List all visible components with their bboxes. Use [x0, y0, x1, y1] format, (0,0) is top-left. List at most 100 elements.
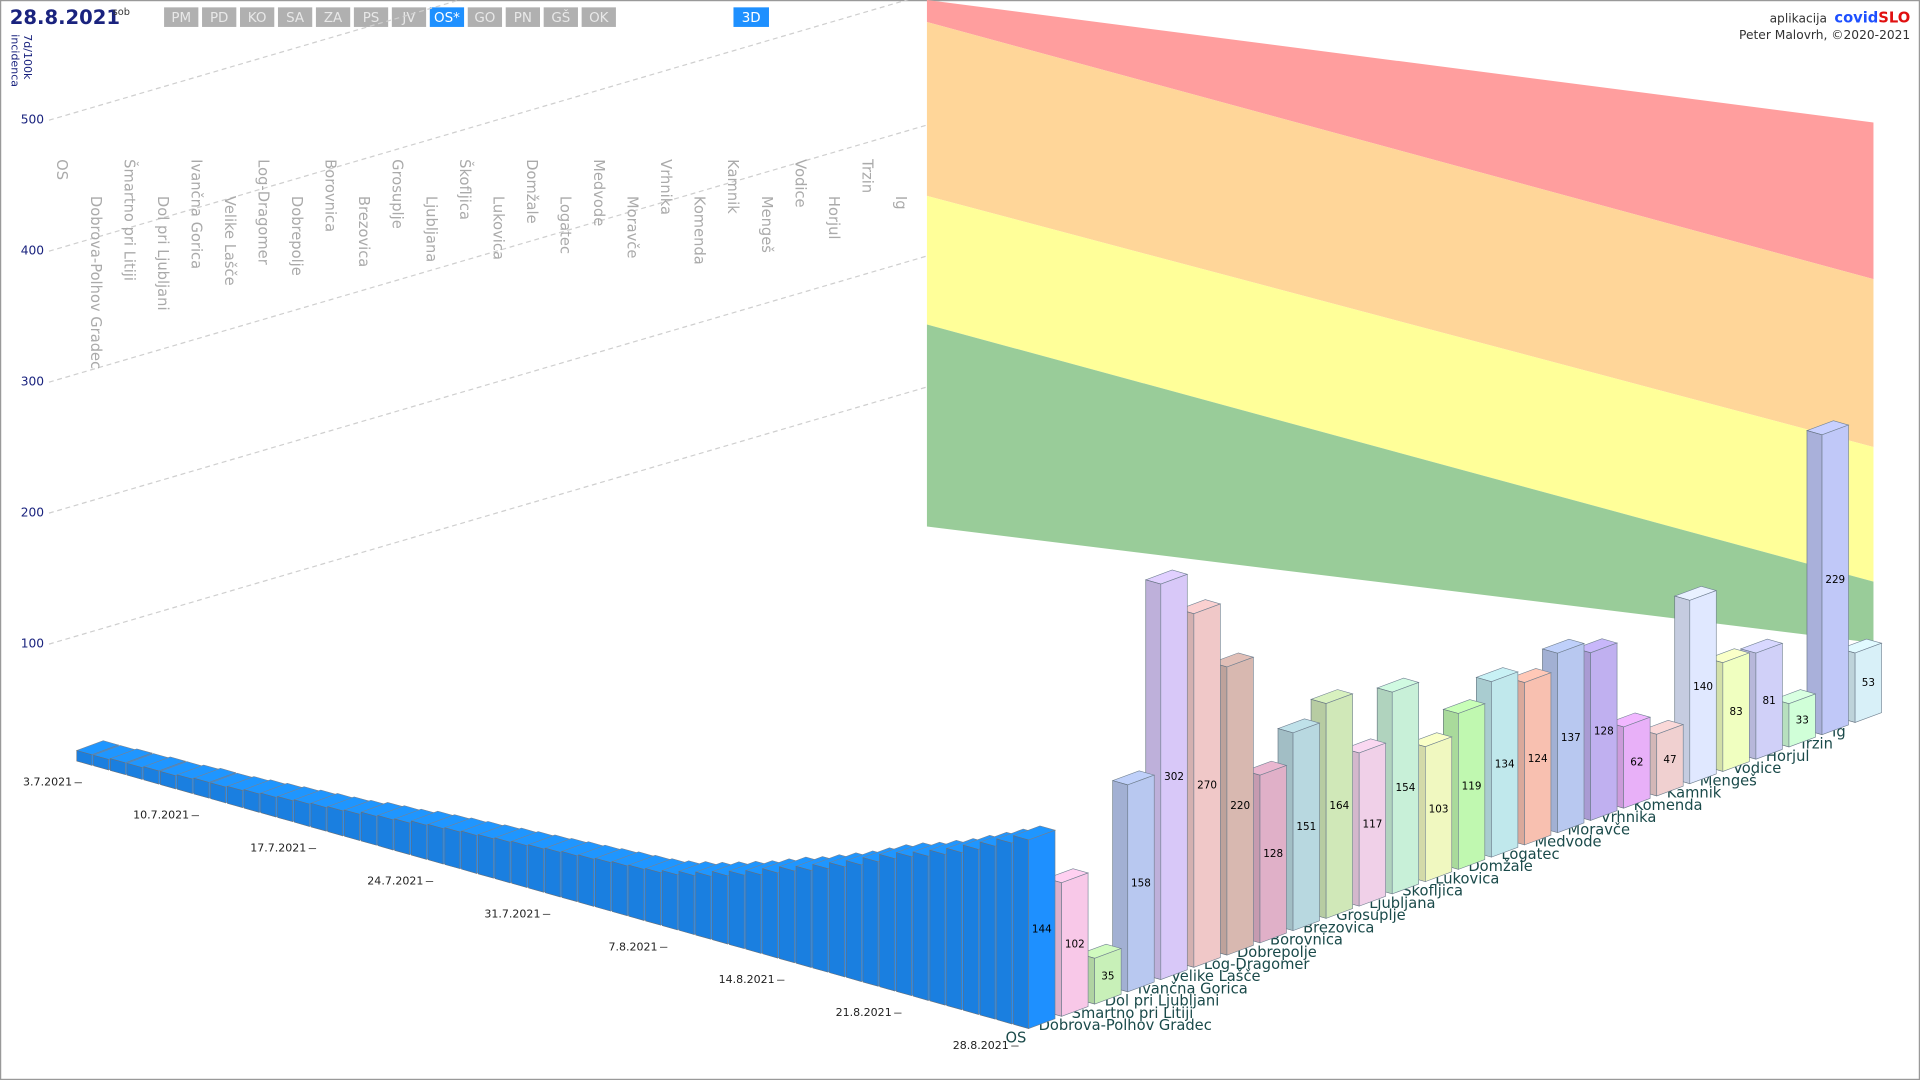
wall-label: Logatec	[556, 196, 573, 254]
bar-side	[494, 837, 511, 884]
bar-side	[561, 851, 578, 902]
y-tick-label: 300	[21, 375, 44, 389]
tab-bg	[429, 7, 465, 27]
category-label: Grosuplje	[1336, 907, 1406, 924]
bar-side	[394, 818, 411, 855]
band-orange	[926, 22, 1874, 447]
bar-side	[946, 847, 963, 1011]
bar-front	[1854, 642, 1882, 723]
wall-label: Horjul	[825, 196, 842, 240]
bar-side	[845, 860, 862, 982]
wall-label: Velike Lašče	[221, 196, 238, 286]
wall-label: Domžale	[523, 159, 540, 223]
category-label: Vodice	[1733, 760, 1781, 777]
bar-front	[1061, 872, 1089, 1017]
weekday: sob	[113, 7, 130, 18]
tab[interactable]: ZA	[315, 7, 351, 27]
bar-side	[645, 868, 661, 926]
y-tick-label: 400	[21, 244, 44, 258]
bar-side	[310, 802, 327, 832]
tab[interactable]: GŠ	[543, 7, 578, 27]
tab-bg	[505, 7, 540, 27]
bar-side	[344, 809, 360, 841]
tab-bg	[543, 7, 578, 27]
tab[interactable]: JV	[391, 7, 427, 27]
category-label: Borovnica	[1270, 932, 1343, 949]
category-label: Dol pri Ljubljani	[1105, 993, 1220, 1010]
bar-front	[1028, 829, 1056, 1030]
mode-label: 3D	[742, 11, 761, 26]
category-label: Domžale	[1468, 858, 1532, 875]
wall-label: Dobrepolje	[288, 196, 305, 276]
bar-side	[377, 815, 394, 851]
tab[interactable]: OS*	[429, 7, 465, 27]
bar-front	[1656, 724, 1684, 797]
value-label: 154	[1396, 782, 1416, 794]
bar-front	[1458, 703, 1486, 870]
category-label: Kamnik	[1667, 785, 1722, 802]
wall-label: Medvode	[590, 159, 607, 226]
bar-side	[979, 841, 996, 1020]
tab[interactable]: PN	[505, 7, 540, 27]
x-tick-label: 31.7.2021	[484, 907, 540, 920]
wall-label: Log-Dragomer	[255, 159, 272, 266]
wall-label: Grosuplje	[389, 159, 406, 229]
grid-line	[48, 124, 928, 383]
tab-label: JV	[401, 11, 416, 26]
value-label: 128	[1263, 848, 1283, 860]
category-label: Brezovica	[1303, 919, 1374, 936]
category-label: Lukovica	[1435, 870, 1499, 887]
category-label: Moravče	[1568, 821, 1631, 838]
tab[interactable]: KO	[240, 7, 275, 27]
tab[interactable]: PM	[164, 7, 199, 27]
tab[interactable]: GO	[467, 7, 503, 27]
wall-label: Komenda	[691, 196, 708, 265]
tab-label: OK	[589, 11, 610, 26]
wall-label: Škofljica	[456, 159, 474, 220]
tab-bg	[240, 7, 275, 27]
bar-front	[1193, 603, 1221, 968]
value-label: 144	[1032, 923, 1052, 935]
tab[interactable]: SA	[277, 7, 313, 27]
value-label: 119	[1462, 781, 1482, 793]
tab-label: PS	[363, 11, 380, 26]
category-label: Dobrepolje	[1237, 944, 1317, 961]
bar-front	[1788, 693, 1816, 748]
bar	[1111, 770, 1156, 993]
wall-label: Ljubljana	[422, 196, 439, 262]
bar-front	[1094, 948, 1122, 1005]
tab[interactable]: PS	[353, 7, 389, 27]
wall-label: Vrhnika	[657, 159, 674, 215]
bar-front	[1755, 642, 1783, 760]
tab[interactable]: PD	[202, 7, 237, 27]
tab-bg	[277, 7, 313, 27]
value-label: 53	[1862, 677, 1875, 689]
tab-bar: PM PD KO SA ZA PS JV OS* GO PN GŠ OK	[164, 7, 616, 27]
tab-label: KO	[248, 11, 267, 26]
bar-side	[661, 870, 678, 931]
value-label: 83	[1729, 706, 1742, 718]
bar-front	[1358, 742, 1386, 907]
bar-side	[1013, 835, 1029, 1029]
category-label: Škofljica	[1402, 882, 1463, 900]
bar-front	[1259, 764, 1287, 944]
x-tick-label: 17.7.2021	[250, 842, 306, 855]
value-label: 35	[1101, 970, 1114, 982]
brand-accent: SLO	[1878, 9, 1910, 26]
mode-button[interactable]: 3D	[733, 7, 769, 27]
bar-side	[812, 864, 829, 973]
tab[interactable]: OK	[581, 7, 616, 27]
value-label: 302	[1164, 771, 1184, 783]
brand-main: covid	[1834, 9, 1878, 26]
bar-side	[260, 792, 277, 818]
bar-side	[745, 870, 762, 954]
bar-side	[896, 852, 912, 997]
value-label: 137	[1561, 732, 1581, 744]
y-tick-label: 500	[21, 113, 44, 127]
bar-front	[1226, 656, 1254, 956]
tab-bg	[202, 7, 237, 27]
grid-line	[48, 255, 928, 514]
value-label: 117	[1362, 819, 1382, 831]
